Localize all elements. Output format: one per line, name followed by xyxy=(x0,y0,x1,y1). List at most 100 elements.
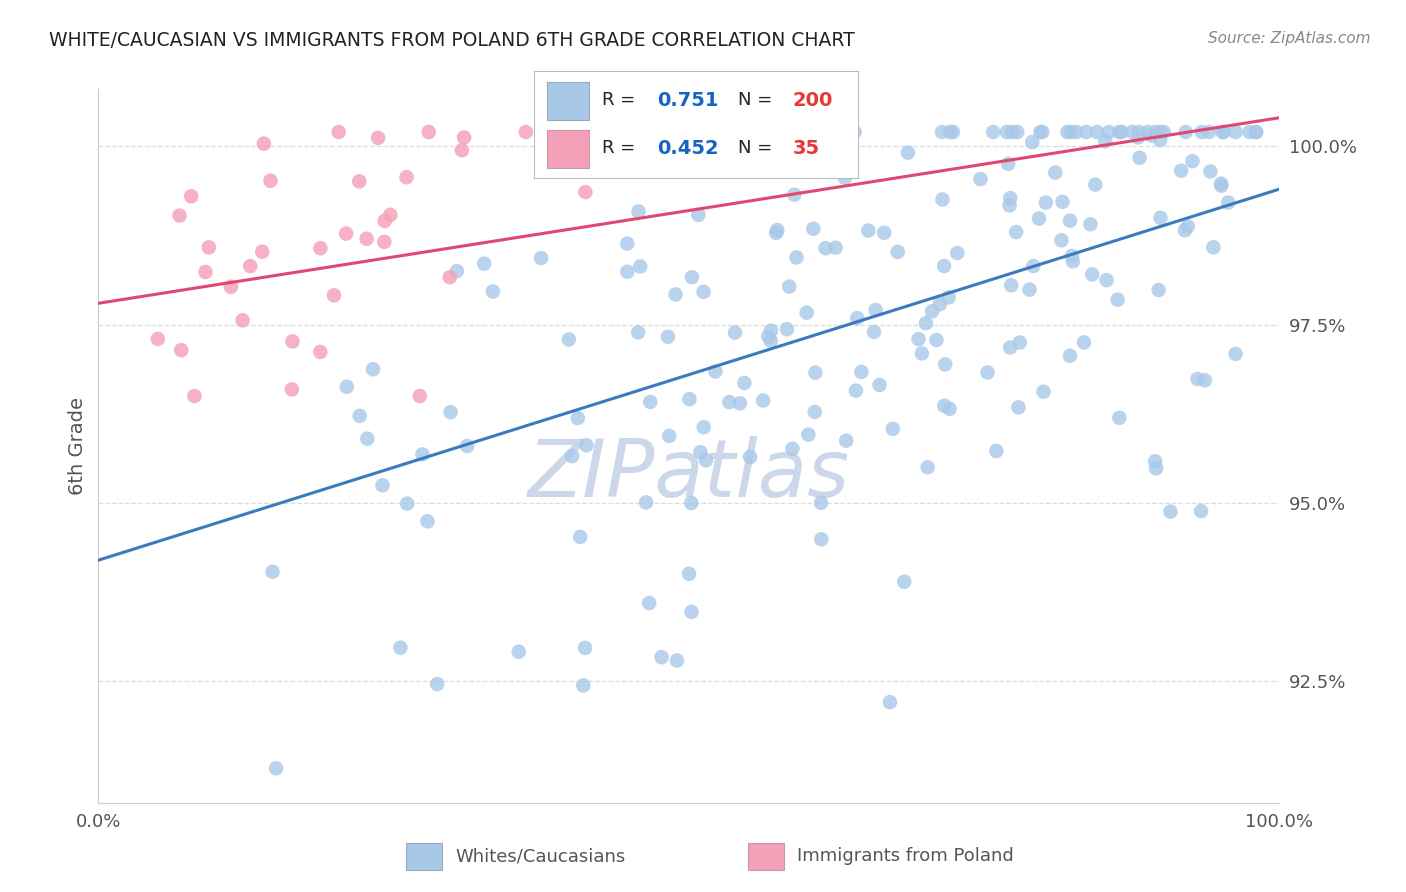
Point xyxy=(688,208,710,222)
Point xyxy=(793,125,815,139)
Point xyxy=(733,376,755,390)
Point xyxy=(1225,125,1247,139)
Point xyxy=(636,495,658,509)
Point xyxy=(1144,461,1167,475)
FancyBboxPatch shape xyxy=(547,130,589,168)
Point xyxy=(281,334,304,349)
Point xyxy=(1031,125,1053,139)
Point xyxy=(1007,401,1029,415)
Point xyxy=(335,227,357,241)
Point xyxy=(638,596,661,610)
Point xyxy=(416,514,439,528)
FancyBboxPatch shape xyxy=(547,82,589,120)
Point xyxy=(336,380,359,394)
Point xyxy=(1177,219,1199,234)
Point xyxy=(1098,125,1121,139)
Point xyxy=(942,125,965,139)
Point xyxy=(169,209,191,223)
Point xyxy=(681,605,703,619)
Point xyxy=(574,185,596,199)
Point xyxy=(925,333,948,347)
Point xyxy=(1136,125,1159,139)
Point xyxy=(146,332,169,346)
Point xyxy=(969,172,991,186)
Point xyxy=(1094,135,1116,149)
Point xyxy=(1059,349,1081,363)
Point xyxy=(628,260,651,274)
Point xyxy=(681,496,703,510)
Point xyxy=(998,341,1021,355)
Point xyxy=(787,125,810,139)
Point xyxy=(1153,125,1175,139)
Point xyxy=(934,358,956,372)
Point xyxy=(1144,454,1167,468)
Point xyxy=(328,125,350,139)
Point xyxy=(783,187,806,202)
Point xyxy=(1121,125,1143,139)
Point xyxy=(932,259,955,273)
Point xyxy=(915,316,938,330)
Point xyxy=(349,409,371,423)
FancyBboxPatch shape xyxy=(406,843,441,870)
Point xyxy=(1174,125,1197,139)
Point xyxy=(371,478,394,492)
Point xyxy=(453,130,475,145)
Point xyxy=(681,270,703,285)
Point xyxy=(1052,194,1074,209)
Point xyxy=(995,125,1018,139)
Point xyxy=(356,432,378,446)
Point xyxy=(911,346,934,360)
Text: Whites/Caucasians: Whites/Caucasians xyxy=(456,847,626,865)
Point xyxy=(456,439,478,453)
Point xyxy=(778,279,800,293)
Point xyxy=(665,287,688,301)
Point xyxy=(879,695,901,709)
Point xyxy=(361,362,384,376)
Point xyxy=(616,236,638,251)
Point xyxy=(409,389,432,403)
Point xyxy=(180,189,202,203)
Point xyxy=(1244,125,1267,139)
Point xyxy=(981,125,1004,139)
Point xyxy=(1198,125,1220,139)
Point xyxy=(1170,163,1192,178)
Point xyxy=(630,138,652,153)
Point xyxy=(1073,335,1095,350)
Point xyxy=(309,241,332,255)
Point xyxy=(508,645,530,659)
Text: WHITE/CAUCASIAN VS IMMIGRANTS FROM POLAND 6TH GRADE CORRELATION CHART: WHITE/CAUCASIAN VS IMMIGRANTS FROM POLAN… xyxy=(49,31,855,50)
Point xyxy=(752,393,775,408)
Point xyxy=(886,244,908,259)
Point xyxy=(782,442,804,456)
Point xyxy=(740,450,762,464)
Point xyxy=(1056,125,1078,139)
Point xyxy=(759,334,782,348)
Point xyxy=(1244,125,1267,139)
Point xyxy=(259,174,281,188)
Point xyxy=(1212,125,1234,139)
Point xyxy=(1239,125,1261,139)
Point xyxy=(1140,128,1163,143)
Point xyxy=(766,223,789,237)
Point xyxy=(858,224,880,238)
Point xyxy=(1218,195,1240,210)
Point xyxy=(1005,125,1028,139)
Point xyxy=(720,125,742,139)
Point xyxy=(693,420,716,434)
Point xyxy=(998,198,1021,212)
Point xyxy=(627,204,650,219)
Point xyxy=(917,460,939,475)
Point xyxy=(1108,410,1130,425)
Point xyxy=(1032,384,1054,399)
Point xyxy=(804,366,827,380)
Point xyxy=(1035,195,1057,210)
Point xyxy=(575,438,598,452)
Point xyxy=(1095,273,1118,287)
Point xyxy=(544,125,567,139)
Point xyxy=(834,170,856,185)
Text: 0.452: 0.452 xyxy=(657,139,718,158)
Text: N =: N = xyxy=(738,91,778,109)
Point xyxy=(785,251,807,265)
Point xyxy=(1149,125,1171,139)
Point xyxy=(439,270,461,285)
